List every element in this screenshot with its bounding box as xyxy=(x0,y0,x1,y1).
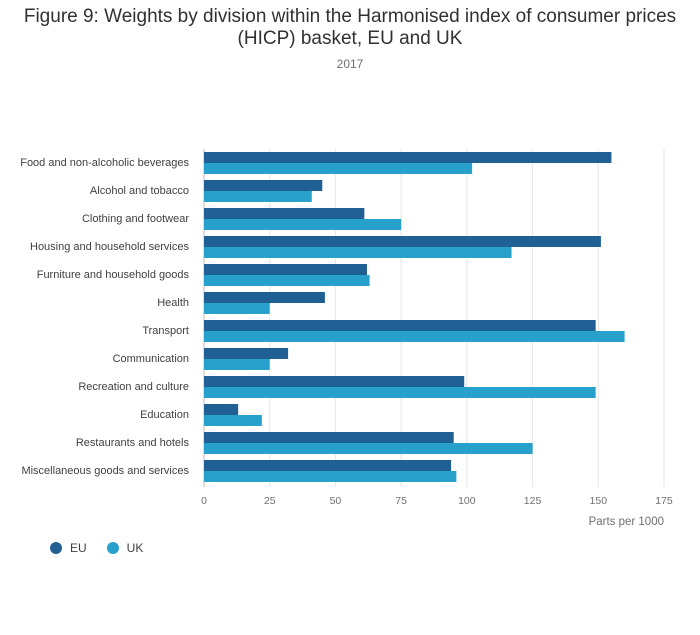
category-label-recreation-and-culture: Recreation and culture xyxy=(78,381,189,393)
bar-eu-transport[interactable] xyxy=(204,320,596,331)
x-tick-label-0: 0 xyxy=(201,495,207,507)
legend-label-uk: UK xyxy=(126,541,144,555)
bar-eu-clothing-and-footwear[interactable] xyxy=(204,208,365,219)
x-tick-label-175: 175 xyxy=(655,495,673,507)
category-label-alcohol-and-tobacco: Alcohol and tobacco xyxy=(90,185,189,197)
bar-uk-housing-and-household-services[interactable] xyxy=(204,247,512,258)
category-label-communication: Communication xyxy=(113,353,189,365)
category-label-miscellaneous-goods-and-services: Miscellaneous goods and services xyxy=(21,465,189,477)
chart-title: Figure 9: Weights by division within the… xyxy=(23,6,677,49)
category-label-transport: Transport xyxy=(142,325,189,337)
bar-uk-transport[interactable] xyxy=(204,331,625,342)
legend-item-eu[interactable]: EU xyxy=(50,541,87,555)
x-tick-label-25: 25 xyxy=(264,495,276,507)
bar-uk-clothing-and-footwear[interactable] xyxy=(204,219,402,230)
x-tick-label-75: 75 xyxy=(395,495,407,507)
x-axis-title: Parts per 1000 xyxy=(589,516,664,528)
x-tick-label-50: 50 xyxy=(330,495,342,507)
category-label-education: Education xyxy=(140,409,189,421)
bar-eu-housing-and-household-services[interactable] xyxy=(204,236,601,247)
category-label-furniture-and-household-goods: Furniture and household goods xyxy=(37,269,190,281)
category-label-housing-and-household-services: Housing and household services xyxy=(30,241,189,253)
x-tick-label-150: 150 xyxy=(590,495,608,507)
bar-uk-alcohol-and-tobacco[interactable] xyxy=(204,191,312,202)
x-tick-label-125: 125 xyxy=(524,495,542,507)
bar-eu-education[interactable] xyxy=(204,404,239,415)
bar-eu-recreation-and-culture[interactable] xyxy=(204,376,465,387)
category-label-health: Health xyxy=(157,297,189,309)
bar-uk-restaurants-and-hotels[interactable] xyxy=(204,443,533,454)
bar-uk-furniture-and-household-goods[interactable] xyxy=(204,275,370,286)
bar-eu-food-and-non-alcoholic-beverages[interactable] xyxy=(204,152,612,163)
category-label-food-and-non-alcoholic-beverages: Food and non-alcoholic beverages xyxy=(20,157,189,169)
bar-eu-restaurants-and-hotels[interactable] xyxy=(204,432,454,443)
category-label-clothing-and-footwear: Clothing and footwear xyxy=(82,213,189,225)
legend: EU UK xyxy=(50,541,143,555)
bar-uk-education[interactable] xyxy=(204,415,262,426)
bar-eu-furniture-and-household-goods[interactable] xyxy=(204,264,367,275)
x-tick-label-100: 100 xyxy=(458,495,476,507)
chart-subtitle: 2017 xyxy=(336,57,364,71)
bar-uk-communication[interactable] xyxy=(204,359,270,370)
bar-eu-alcohol-and-tobacco[interactable] xyxy=(204,180,323,191)
bar-uk-miscellaneous-goods-and-services[interactable] xyxy=(204,471,457,482)
bar-uk-health[interactable] xyxy=(204,303,270,314)
category-label-restaurants-and-hotels: Restaurants and hotels xyxy=(76,437,190,449)
bar-eu-health[interactable] xyxy=(204,292,325,303)
legend-marker-uk xyxy=(106,542,119,554)
legend-label-eu: EU xyxy=(70,541,87,555)
bar-eu-communication[interactable] xyxy=(204,348,289,359)
bar-uk-recreation-and-culture[interactable] xyxy=(204,387,596,398)
legend-item-uk[interactable]: UK xyxy=(106,541,144,555)
bar-uk-food-and-non-alcoholic-beverages[interactable] xyxy=(204,163,473,174)
legend-marker-eu xyxy=(50,542,62,554)
bar-eu-miscellaneous-goods-and-services[interactable] xyxy=(204,460,452,471)
